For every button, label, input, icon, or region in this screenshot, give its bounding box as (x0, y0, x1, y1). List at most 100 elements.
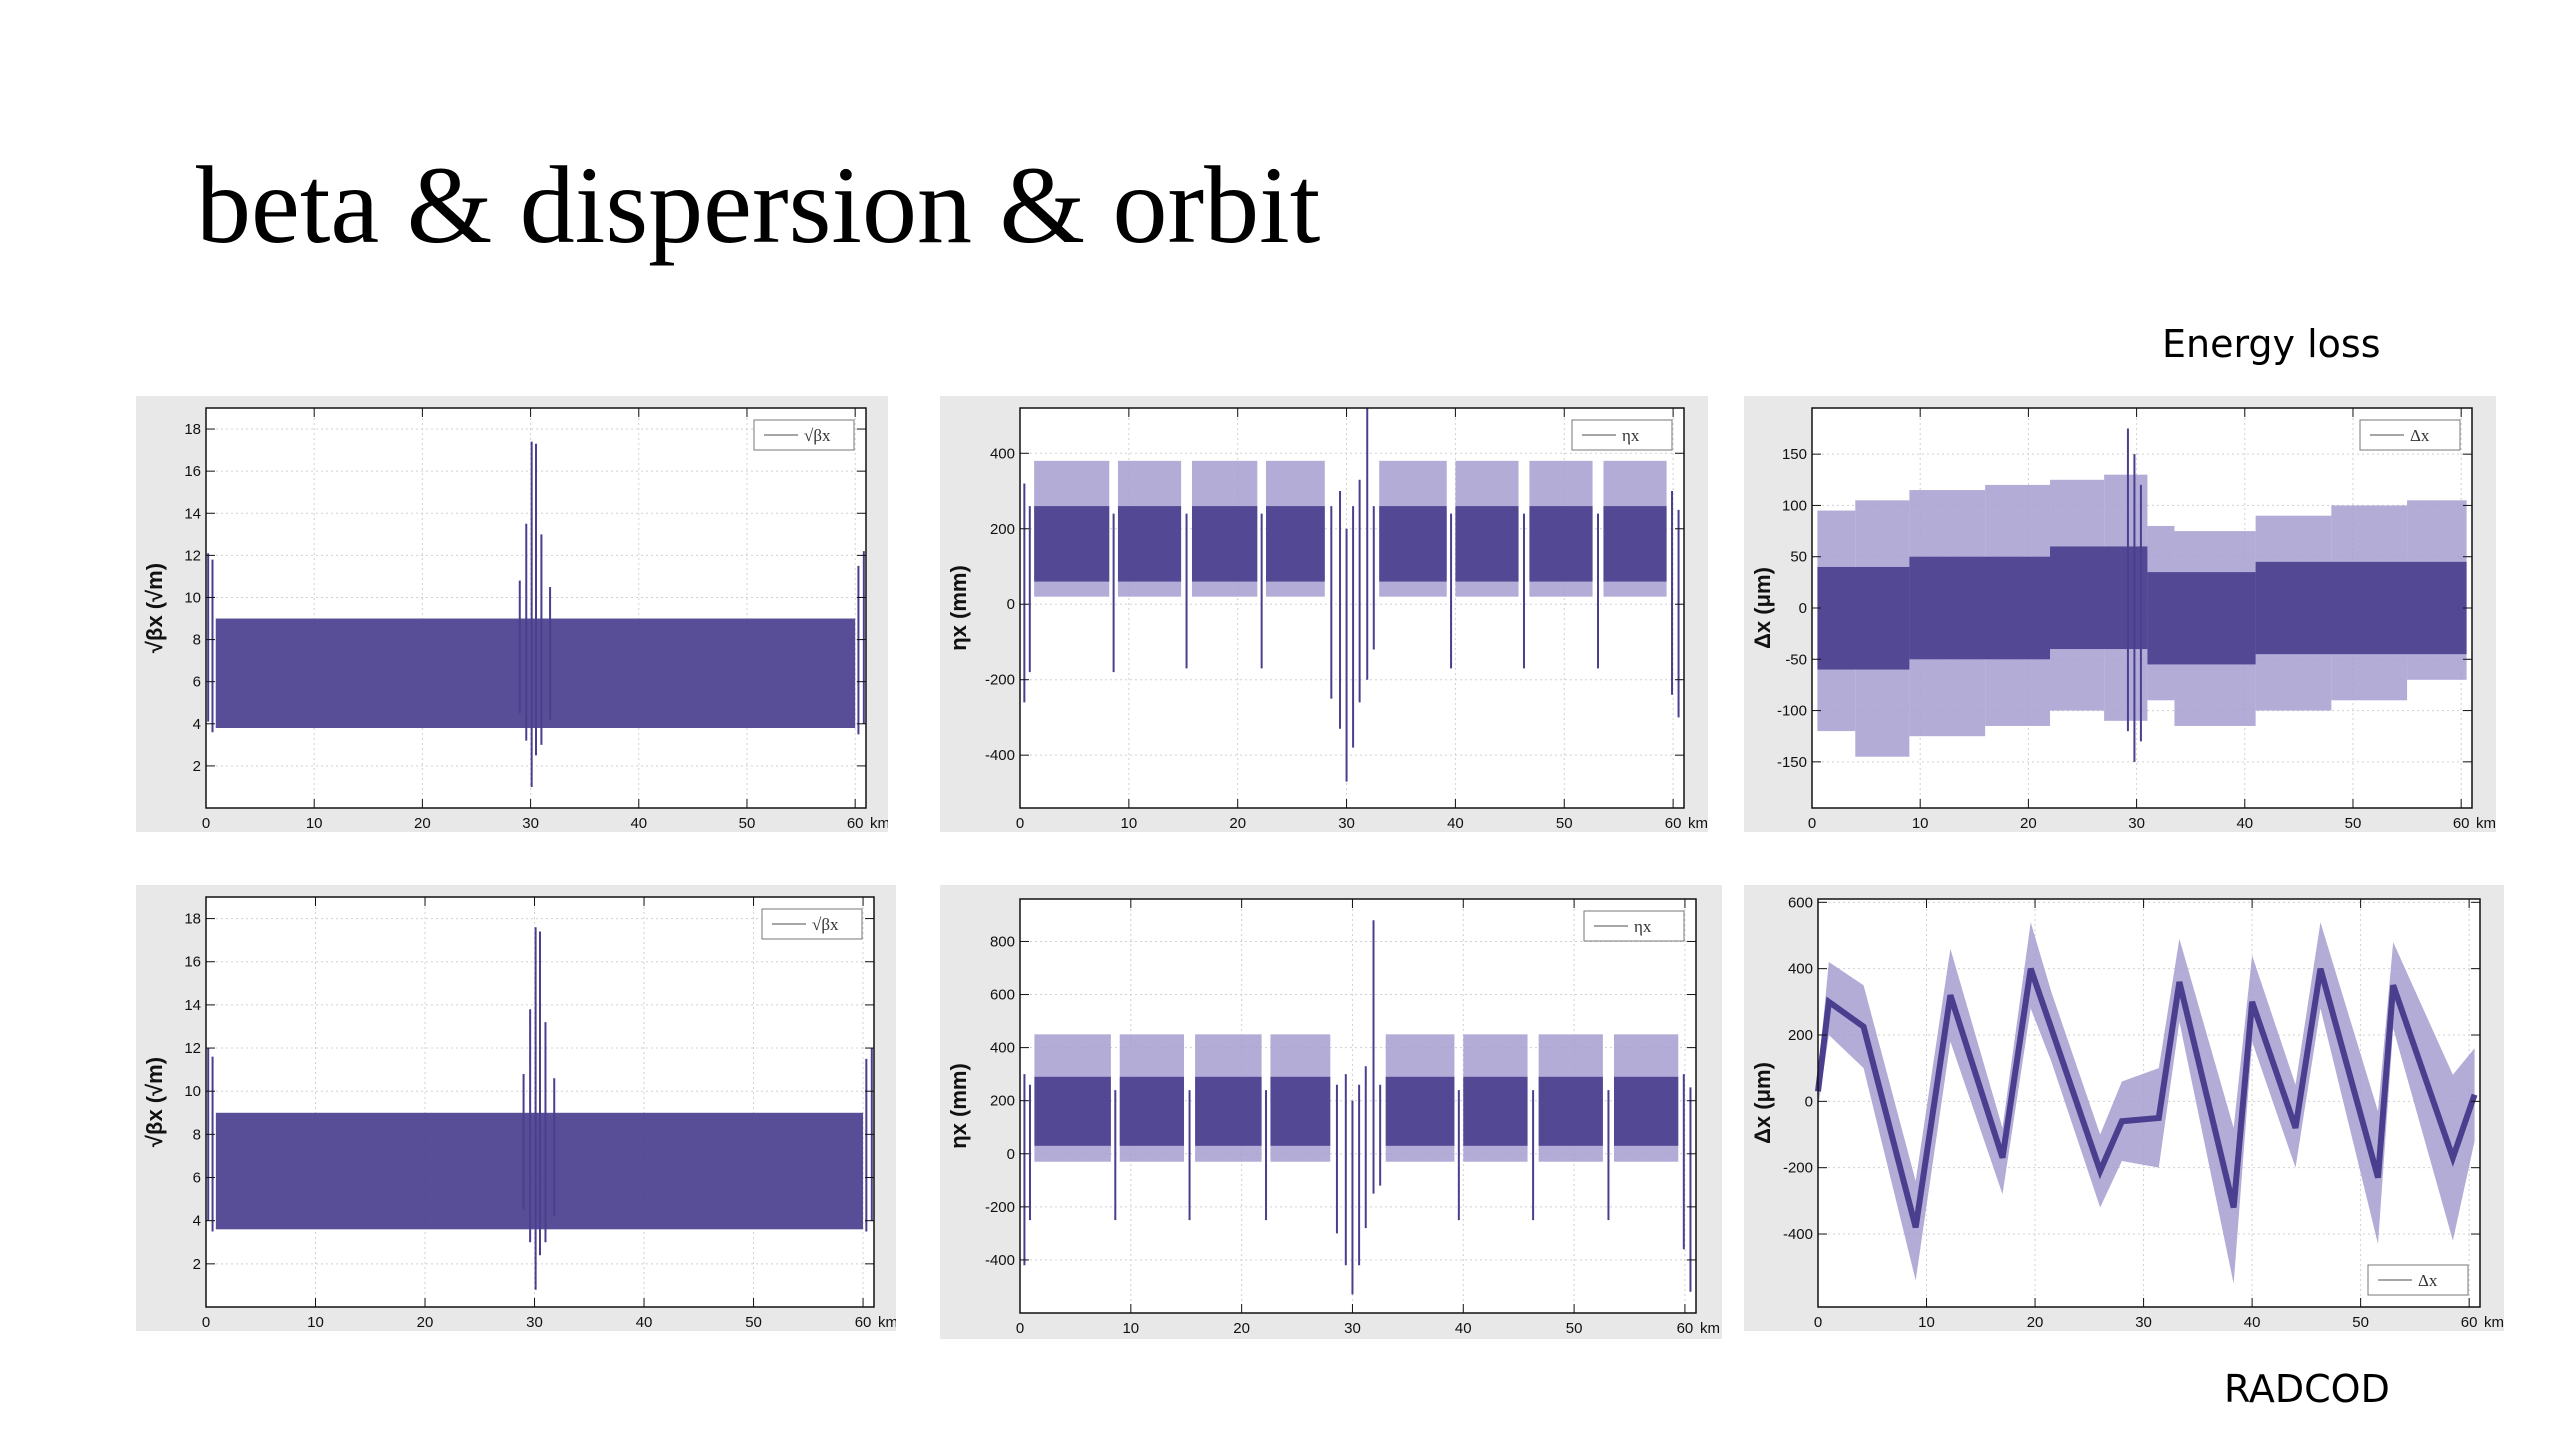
x-tick-label: 60 (847, 815, 864, 832)
x-tick-label: 20 (417, 1314, 434, 1331)
x-tick-label: 50 (739, 815, 756, 832)
x-tick-label: 20 (1229, 815, 1246, 832)
y-tick-label: -200 (985, 1199, 1015, 1216)
orbit-bottom-chart: 0 10 20 30 40 50 60 km -400 -200 0 200 400 600 Δx (μm)… (1750, 894, 2504, 1331)
y-tick-label: -400 (985, 1252, 1015, 1269)
plot-frame (205, 896, 875, 1308)
x-tick-label: 30 (2135, 1314, 2152, 1331)
series-trace (207, 441, 865, 787)
legend: Δx (2367, 1264, 2469, 1296)
x-tick-label: 40 (636, 1314, 653, 1331)
y-tick-label: -400 (1783, 1226, 1813, 1243)
legend: Δx (2359, 419, 2461, 451)
x-tick-label: 30 (522, 815, 539, 832)
data-band (1538, 1076, 1603, 1146)
y-tick-label: 12 (184, 547, 201, 564)
x-tick-label: 0 (202, 1314, 210, 1331)
y-tick-label: 4 (193, 716, 201, 733)
x-tick-label: 30 (1338, 815, 1355, 832)
x-unit-label: km (2476, 815, 2496, 832)
y-tick-label: 200 (1788, 1027, 1813, 1044)
beta-bottom-panel: 0 10 20 30 40 50 60 km 2 4 6 8 10 12 14 16 18 √βx (√m) √βx (136, 885, 896, 1331)
y-tick-label: 16 (184, 954, 201, 971)
disp-top-panel: 0 10 20 30 40 50 60 km -400 -200 0 200 400 ηx (mm) ηx (940, 396, 1708, 832)
series-trace (1815, 922, 2478, 1284)
x-unit-label: km (1700, 1320, 1720, 1337)
legend-label: ηx (1634, 917, 1652, 936)
data-band (1613, 1076, 1679, 1146)
y-tick-label: 200 (990, 1093, 1015, 1110)
x-tick-label: 50 (1566, 1320, 1583, 1337)
data-band (1379, 506, 1447, 582)
y-tick-label: 6 (193, 674, 201, 691)
x-tick-label: 40 (1447, 815, 1464, 832)
orbit-top-panel: 0 10 20 30 40 50 60 km -150 -100 -50 0 50 100 150 Δx (μ… (1744, 396, 2496, 832)
x-tick-label: 40 (1455, 1320, 1472, 1337)
series-trace (207, 927, 873, 1290)
x-tick-label: 20 (2027, 1314, 2044, 1331)
data-band (1385, 1076, 1455, 1146)
y-tick-label: 16 (184, 463, 201, 480)
x-tick-label: 10 (1122, 1320, 1139, 1337)
plot-frame (205, 407, 867, 809)
y-axis-title: Δx (μm) (1750, 567, 1775, 649)
data-band (1463, 1076, 1528, 1146)
data-centerline (1815, 967, 2478, 1229)
y-tick-label: 600 (990, 987, 1015, 1004)
y-axis-title: Δx (μm) (1750, 1062, 1775, 1144)
y-axis-title: ηx (mm) (946, 565, 971, 651)
legend-label: Δx (2418, 1271, 2438, 1290)
y-tick-label: -50 (1785, 651, 1807, 668)
legend: √βx (761, 908, 863, 940)
y-tick-label: 2 (193, 1256, 201, 1273)
x-tick-label: 50 (2345, 815, 2362, 832)
y-tick-label: 150 (1782, 446, 1807, 463)
legend-box (2359, 419, 2461, 451)
beta-bottom-chart: 0 10 20 30 40 50 60 km 2 4 6 8 10 12 14 16 18 √βx (√m) √βx (142, 896, 896, 1331)
data-band (2050, 546, 2148, 650)
y-tick-label: 6 (193, 1170, 201, 1187)
y-tick-label: 8 (193, 632, 201, 649)
x-tick-label: 30 (2128, 815, 2145, 832)
legend-label: Δx (2410, 426, 2430, 445)
x-tick-label: 0 (1808, 815, 1816, 832)
orbit-bottom-panel: 0 10 20 30 40 50 60 km -400 -200 0 200 400 600 Δx (μm)… (1744, 885, 2504, 1331)
x-tick-label: 60 (855, 1314, 872, 1331)
legend: √βx (753, 419, 855, 451)
y-tick-label: 18 (184, 421, 201, 438)
y-axis-title: √βx (√m) (142, 1057, 167, 1147)
slide-title: beta & dispersion & orbit (196, 144, 1321, 266)
x-unit-label: km (878, 1314, 896, 1331)
y-tick-label: 0 (1799, 600, 1807, 617)
x-tick-label: 60 (1665, 815, 1682, 832)
plot-frame (1817, 898, 2481, 1308)
data-band (1191, 506, 1258, 582)
y-tick-label: 14 (184, 997, 201, 1014)
y-tick-label: 200 (990, 521, 1015, 538)
disp-bottom-panel: 0 10 20 30 40 50 60 km -400 -200 0 200 400 600 800 ηx (… (940, 885, 1722, 1339)
orbit-top-chart: 0 10 20 30 40 50 60 km -150 -100 -50 0 50 100 150 Δx (μ… (1750, 407, 2496, 832)
data-band (1603, 506, 1667, 582)
data-band (1119, 1076, 1185, 1146)
radcod-label: RADCOD (2224, 1367, 2390, 1411)
plot-frame (1019, 407, 1685, 809)
y-tick-label: 0 (1805, 1093, 1813, 1110)
data-band (1817, 566, 1910, 670)
x-tick-label: 50 (1556, 815, 1573, 832)
y-tick-label: 10 (184, 589, 201, 606)
x-tick-label: 10 (1918, 1314, 1935, 1331)
x-tick-label: 50 (2352, 1314, 2369, 1331)
series-trace (1817, 428, 2467, 762)
y-tick-label: 400 (990, 445, 1015, 462)
disp-top-chart: 0 10 20 30 40 50 60 km -400 -200 0 200 400 ηx (mm) ηx (946, 407, 1708, 832)
y-tick-label: 800 (990, 933, 1015, 950)
x-tick-label: 30 (1344, 1320, 1361, 1337)
data-band (2147, 572, 2256, 665)
y-tick-label: 12 (184, 1040, 201, 1057)
data-band (1270, 1076, 1331, 1146)
x-tick-label: 50 (745, 1314, 762, 1331)
x-unit-label: km (2484, 1314, 2504, 1331)
data-band (1266, 506, 1325, 582)
y-tick-label: 2 (193, 758, 201, 775)
energy-loss-label: Energy loss (2162, 322, 2381, 366)
